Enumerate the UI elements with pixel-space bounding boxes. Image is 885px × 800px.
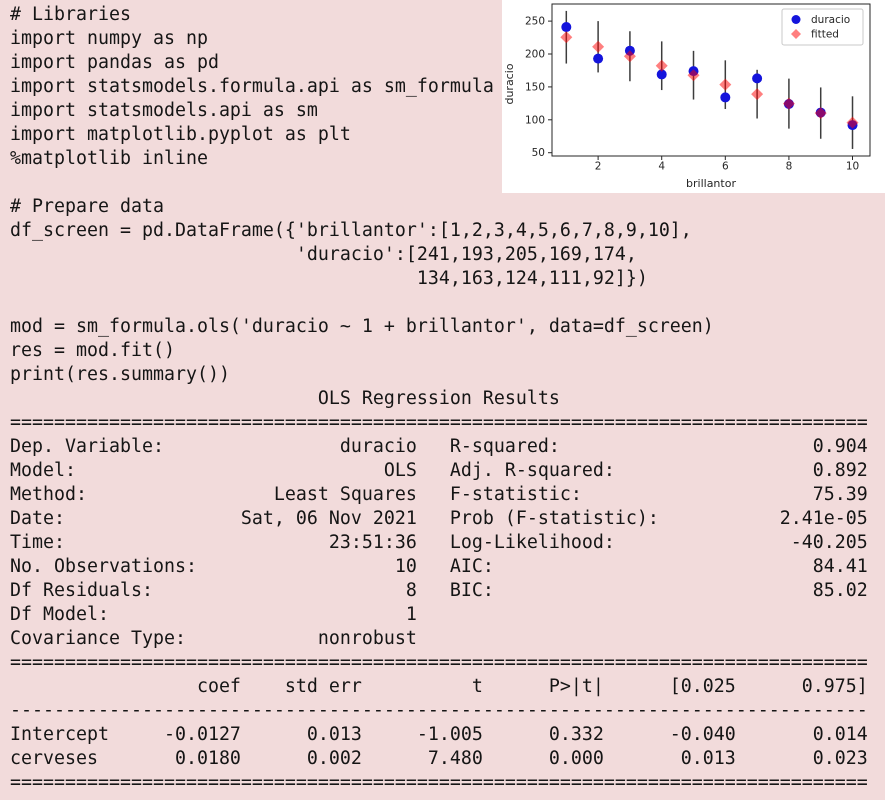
svg-text:250: 250 — [525, 16, 545, 28]
series-fitted — [560, 31, 859, 129]
y-axis-label: duracio — [503, 63, 516, 104]
svg-text:4: 4 — [658, 161, 665, 173]
svg-text:100: 100 — [525, 114, 545, 126]
legend-box — [781, 8, 864, 46]
svg-text:50: 50 — [532, 147, 545, 159]
ols-summary-text: OLS Regression Results =================… — [10, 388, 868, 793]
plot-frame — [551, 3, 871, 157]
x-axis-ticks: 2 4 6 8 10 — [595, 156, 859, 173]
x-axis-label: brillantor — [686, 177, 736, 190]
svg-text:150: 150 — [525, 81, 545, 93]
regression-plot-svg: 2 4 6 8 1050100150200250brillantorduraciodur… — [503, 3, 871, 190]
legend-marker-fitted — [791, 29, 801, 39]
legend-label-duracio: duracio — [811, 14, 850, 26]
code-cell-text: # Libraries import numpy as np import pa… — [10, 4, 714, 385]
svg-text:2: 2 — [595, 161, 602, 173]
regression-plot: 2 4 6 8 10 50 100 150 200 250 brillantor duracio dur… — [502, 0, 885, 193]
axes — [551, 3, 871, 157]
svg-text:10: 10 — [846, 161, 859, 173]
y-axis-ticks: 50 100 150 200 250 — [525, 16, 552, 159]
svg-text:200: 200 — [525, 49, 545, 61]
svg-text:8: 8 — [786, 161, 793, 173]
svg-text:6: 6 — [722, 161, 729, 173]
legend-label-fitted: fitted — [811, 29, 839, 41]
legend: duracio fitted — [781, 8, 864, 46]
legend-marker-duracio — [791, 15, 801, 24]
